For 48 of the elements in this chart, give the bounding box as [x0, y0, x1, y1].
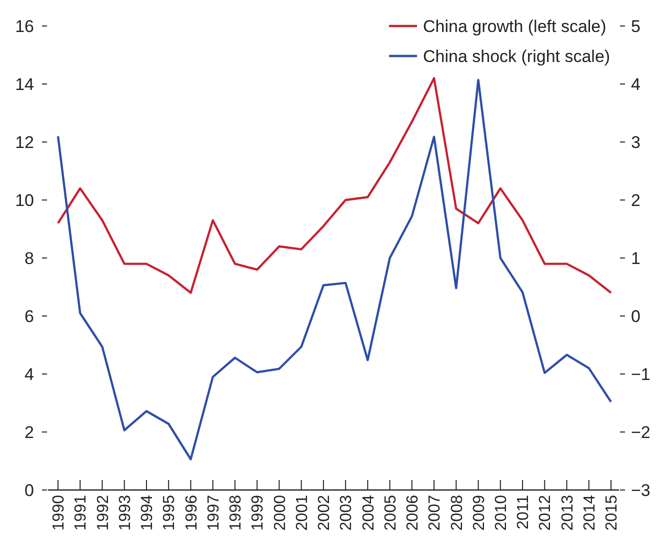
- x-tick-label: 2003: [338, 494, 356, 531]
- y2-tick-label: −3: [631, 480, 650, 500]
- legend-label: China shock (right scale): [423, 46, 610, 66]
- x-tick-label: 2011: [515, 494, 532, 530]
- y-tick-label: 2: [24, 422, 34, 442]
- y2-tick-label: 5: [631, 16, 640, 36]
- x-tick-label: 1999: [250, 494, 267, 531]
- y2-tick-label: 0: [631, 306, 640, 326]
- y-tick-label: 4: [24, 364, 34, 384]
- x-tick-label: 1994: [139, 494, 156, 531]
- y-tick-label: 0: [24, 480, 34, 500]
- y-tick-label: 8: [24, 248, 34, 268]
- x-tick-label: 2010: [493, 494, 510, 531]
- x-tick-label: 2006: [404, 494, 422, 531]
- x-tick-label: 1997: [205, 494, 222, 531]
- y-tick-label: 6: [24, 306, 34, 326]
- y-tick-label: 16: [15, 16, 34, 36]
- y2-tick-label: −2: [631, 422, 650, 442]
- x-tick-label: 2002: [316, 494, 334, 531]
- y2-tick-label: 2: [631, 190, 640, 210]
- x-tick-label: 1990: [50, 494, 68, 531]
- y2-tick-label: 4: [631, 74, 640, 94]
- y2-tick-label: −1: [631, 364, 650, 384]
- x-tick-label: 2009: [470, 494, 488, 531]
- line-series: [56, 78, 612, 460]
- x-tick-label: 2001: [294, 494, 311, 531]
- y-tick-label: 12: [15, 132, 34, 152]
- x-tick-label: 2015: [604, 494, 621, 531]
- x-tick-label: 2000: [272, 494, 289, 531]
- x-tick-label: 1993: [116, 494, 134, 531]
- x-tick-label: 2014: [581, 494, 598, 531]
- x-tick-label: 1995: [161, 494, 178, 531]
- line-series: [56, 77, 612, 294]
- x-tick-label: 2008: [448, 494, 466, 531]
- x-tick-label: 1996: [183, 494, 200, 531]
- x-tick-label: 2004: [360, 494, 378, 531]
- y-tick-label: 14: [15, 74, 34, 94]
- y2-tick-label: 3: [631, 132, 640, 152]
- x-tick-label: 1992: [94, 494, 112, 531]
- x-tick-label: 2005: [382, 494, 400, 531]
- x-tick-label: 2013: [559, 494, 576, 531]
- legend-label: China growth (left scale): [423, 16, 606, 36]
- x-tick-label: 2007: [426, 494, 444, 531]
- y-tick-label: 10: [15, 190, 34, 210]
- x-tick-label: 2012: [537, 494, 554, 531]
- x-tick-label: 1991: [72, 494, 90, 531]
- y2-tick-label: 1: [631, 248, 640, 268]
- x-tick-label: 1998: [228, 494, 245, 531]
